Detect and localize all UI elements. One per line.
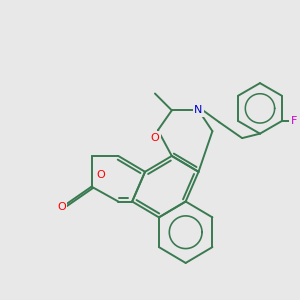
Text: F: F bbox=[291, 116, 297, 126]
Text: O: O bbox=[57, 202, 66, 212]
Text: O: O bbox=[151, 133, 159, 143]
Text: O: O bbox=[96, 170, 105, 180]
Text: N: N bbox=[194, 105, 203, 116]
